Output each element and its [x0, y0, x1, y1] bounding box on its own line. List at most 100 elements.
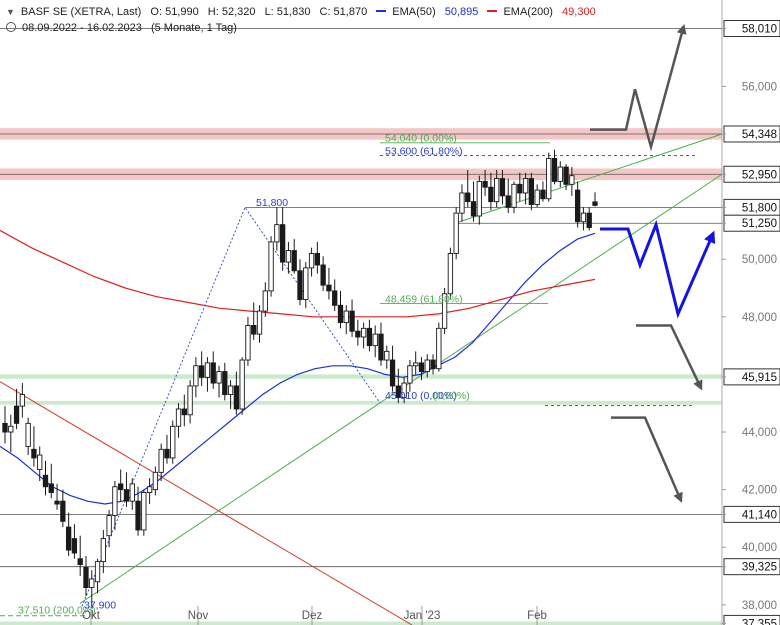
candle — [210, 351, 216, 389]
candle-body — [557, 166, 563, 182]
candle — [94, 558, 101, 594]
y-tick: 45,915 — [722, 368, 780, 386]
candle-body — [210, 362, 216, 384]
candle — [563, 164, 569, 191]
candle-body — [528, 178, 535, 205]
scenario-down-arrow — [636, 324, 703, 391]
y-tick: 54,348 — [722, 125, 780, 143]
y-tick-label: 58,010 — [742, 24, 777, 36]
candle-body — [418, 362, 425, 372]
candle — [48, 463, 54, 499]
candle-body — [476, 181, 482, 217]
candle-body — [204, 362, 211, 378]
candle-body — [262, 290, 268, 312]
candle — [551, 149, 558, 185]
x-tick-label: Jan '23 — [404, 610, 441, 622]
candle — [528, 172, 535, 211]
candle-body — [129, 483, 135, 502]
candle-body — [314, 253, 321, 266]
y-tick: 51,250 — [722, 214, 780, 232]
candle — [222, 362, 228, 401]
candle — [494, 169, 500, 208]
candle — [337, 290, 344, 329]
candle — [517, 172, 523, 202]
candle — [569, 167, 575, 196]
candle — [181, 394, 187, 427]
candle — [65, 512, 72, 556]
candle-body — [279, 224, 286, 263]
candle — [204, 357, 211, 392]
y-tick: 58,010 — [722, 20, 780, 38]
candle-body — [378, 333, 384, 361]
candle-body — [170, 425, 176, 459]
candle — [141, 489, 147, 536]
y-tick-label: 45,915 — [742, 372, 777, 384]
candle-body — [488, 186, 494, 203]
candle — [546, 152, 552, 202]
candle — [441, 288, 448, 335]
x-tick-label: Nov — [188, 610, 209, 622]
candle-body — [37, 454, 43, 470]
candle-body — [517, 183, 523, 194]
candle — [320, 256, 326, 291]
ema50-line — [0, 232, 596, 505]
candle — [413, 351, 419, 375]
y-tick: 50,000 — [722, 254, 777, 266]
candle — [193, 357, 199, 398]
candle-body — [164, 448, 170, 459]
ema200-line — [0, 229, 596, 318]
candle — [279, 207, 286, 271]
candle — [146, 478, 153, 505]
y-tick-label: 52,950 — [742, 169, 777, 181]
candle — [343, 305, 349, 335]
candle-body — [256, 310, 263, 335]
fib-label-51800: 51,800 — [256, 197, 288, 209]
x-tick-label: Feb — [527, 610, 547, 622]
candle-body — [152, 471, 159, 491]
candle — [580, 207, 587, 231]
candle-body — [141, 492, 147, 531]
y-tick-label: 37,355 — [742, 618, 777, 625]
candle — [245, 316, 251, 366]
candle — [332, 279, 338, 312]
candle — [274, 207, 280, 251]
candle — [13, 388, 20, 430]
candle-body — [447, 253, 454, 295]
candle — [216, 365, 222, 398]
x-axis: Okt Nov Dez Jan '23 Feb — [82, 606, 547, 625]
x-tick-label: Dez — [302, 610, 323, 622]
fib-label-37900: 37,900 — [84, 599, 116, 611]
candle-body — [308, 253, 315, 269]
candle — [187, 380, 193, 424]
candle — [100, 529, 106, 574]
candle — [152, 466, 159, 496]
candle — [522, 172, 529, 205]
candle-body — [227, 385, 234, 396]
candle-body — [175, 408, 182, 427]
candle-body — [303, 267, 309, 300]
candle — [2, 406, 8, 444]
candle — [586, 207, 592, 231]
candle-body — [233, 385, 240, 410]
candle — [436, 322, 442, 372]
candle-body — [251, 325, 257, 335]
candle — [106, 509, 112, 548]
candle-body — [372, 333, 378, 347]
candle-body — [297, 270, 303, 300]
candle — [482, 169, 488, 196]
candle-body — [580, 212, 587, 223]
fib-label-53600: 53,600 (61,80%) — [385, 145, 463, 157]
candle-body — [135, 500, 141, 531]
candle-body — [123, 489, 130, 502]
candles-layer — [2, 149, 598, 608]
candle-body — [366, 327, 373, 347]
candle-body — [360, 327, 367, 338]
candle — [89, 570, 95, 608]
y-tick: 42,000 — [722, 485, 777, 497]
candle — [378, 322, 384, 366]
candle-body — [146, 486, 153, 493]
candle-body — [499, 178, 506, 197]
candle — [285, 241, 292, 274]
candle-body — [470, 201, 477, 217]
